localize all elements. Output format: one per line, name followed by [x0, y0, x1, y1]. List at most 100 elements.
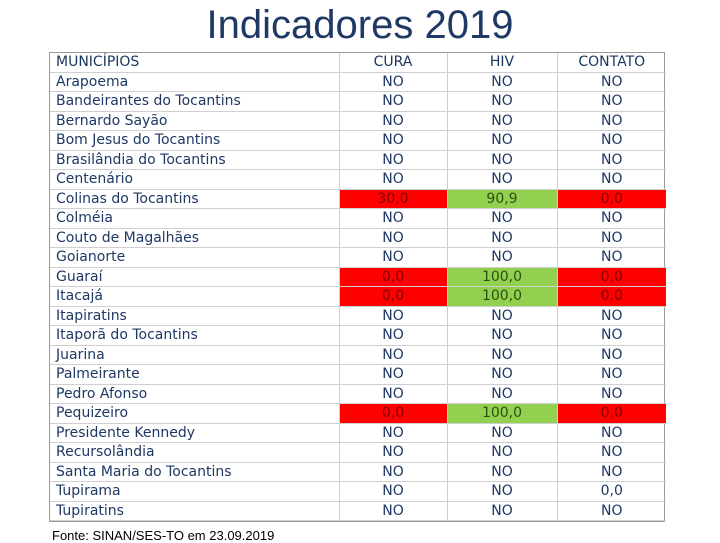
header-municipios: MUNICÍPIOS	[50, 53, 340, 73]
cell-hiv: NO	[447, 364, 558, 385]
cell-hiv: NO	[447, 345, 558, 365]
cell-municipio: Arapoema	[50, 72, 340, 92]
indicators-table: MUNICÍPIOS CURA HIV CONTATO Arapoema NO NO…	[49, 52, 666, 522]
cell-cura: NO	[339, 169, 448, 190]
cell-contato: 0,0	[557, 189, 666, 209]
cell-cura: NO	[339, 501, 448, 521]
cell-municipio: Guaraí	[50, 267, 340, 287]
cell-hiv: NO	[447, 150, 558, 170]
cell-contato: NO	[557, 306, 666, 326]
table-row: Colméia NO NO NO	[50, 208, 666, 229]
cell-hiv: NO	[447, 228, 558, 248]
cell-hiv: NO	[447, 384, 558, 404]
table-row: Pedro Afonso NO NO NO	[50, 384, 666, 404]
cell-contato: NO	[557, 130, 666, 151]
table-body: Arapoema NO NO NO Bandeirantes do Tocantins N…	[50, 72, 666, 521]
cell-contato: NO	[557, 150, 666, 170]
cell-municipio: Itacajá	[50, 286, 340, 307]
cell-municipio: Juarina	[50, 345, 340, 365]
header-hiv: HIV	[447, 53, 558, 73]
header-cura: CURA	[339, 53, 448, 73]
table-row: Itapiratins NO NO NO	[50, 306, 666, 326]
cell-hiv: 90,9	[447, 189, 558, 209]
cell-cura: NO	[339, 462, 448, 482]
table-row: Palmeirante NO NO NO	[50, 364, 666, 385]
table-row: Tupiratins NO NO NO	[50, 501, 666, 521]
cell-contato: 0,0	[557, 403, 666, 424]
cell-hiv: NO	[447, 306, 558, 326]
cell-hiv: NO	[447, 169, 558, 190]
source-note: Fonte: SINAN/SES-TO em 23.09.2019	[52, 528, 275, 543]
header-contato: CONTATO	[557, 53, 666, 73]
table-row: Guaraí 0,0 100,0 0,0	[50, 267, 666, 287]
cell-contato: NO	[557, 247, 666, 268]
table-row: Juarina NO NO NO	[50, 345, 666, 365]
table-row: Santa Maria do Tocantins NO NO NO	[50, 462, 666, 482]
page-title: Indicadores 2019	[206, 3, 514, 47]
table-row: Centenário NO NO NO	[50, 169, 666, 190]
cell-municipio: Bandeirantes do Tocantins	[50, 91, 340, 112]
table-row: Recursolândia NO NO NO	[50, 442, 666, 463]
cell-municipio: Brasilândia do Tocantins	[50, 150, 340, 170]
table-row: Couto de Magalhães NO NO NO	[50, 228, 666, 248]
cell-hiv: NO	[447, 501, 558, 521]
cell-municipio: Colméia	[50, 208, 340, 229]
cell-cura: NO	[339, 228, 448, 248]
cell-contato: NO	[557, 364, 666, 385]
cell-contato: NO	[557, 423, 666, 443]
cell-contato: 0,0	[557, 286, 666, 307]
cell-contato: NO	[557, 111, 666, 131]
table-row: Brasilândia do Tocantins NO NO NO	[50, 150, 666, 170]
cell-municipio: Pequizeiro	[50, 403, 340, 424]
cell-municipio: Palmeirante	[50, 364, 340, 385]
cell-contato: NO	[557, 169, 666, 190]
table-row: Tupirama NO NO 0,0	[50, 481, 666, 502]
cell-municipio: Colinas do Tocantins	[50, 189, 340, 209]
cell-cura: NO	[339, 91, 448, 112]
cell-contato: NO	[557, 228, 666, 248]
cell-hiv: NO	[447, 208, 558, 229]
cell-municipio: Santa Maria do Tocantins	[50, 462, 340, 482]
cell-hiv: NO	[447, 130, 558, 151]
cell-hiv: NO	[447, 91, 558, 112]
cell-cura: NO	[339, 423, 448, 443]
cell-cura: NO	[339, 364, 448, 385]
table-row: Colinas do Tocantins 30,0 90,9 0,0	[50, 189, 666, 209]
table-row: Bandeirantes do Tocantins NO NO NO	[50, 91, 666, 112]
cell-contato: NO	[557, 345, 666, 365]
cell-municipio: Bom Jesus do Tocantins	[50, 130, 340, 151]
cell-contato: NO	[557, 501, 666, 521]
cell-cura: NO	[339, 247, 448, 268]
cell-cura: NO	[339, 72, 448, 92]
cell-municipio: Tupirama	[50, 481, 340, 502]
cell-hiv: NO	[447, 247, 558, 268]
table-row: Pequizeiro 0,0 100,0 0,0	[50, 403, 666, 424]
cell-cura: NO	[339, 442, 448, 463]
cell-contato: NO	[557, 208, 666, 229]
cell-hiv: NO	[447, 72, 558, 92]
cell-hiv: NO	[447, 111, 558, 131]
table-header-row: MUNICÍPIOS CURA HIV CONTATO	[50, 53, 666, 73]
cell-hiv: 100,0	[447, 286, 558, 307]
cell-contato: NO	[557, 462, 666, 482]
cell-cura: 30,0	[339, 189, 448, 209]
table-row: Goianorte NO NO NO	[50, 247, 666, 268]
cell-contato: 0,0	[557, 481, 666, 502]
cell-cura: NO	[339, 111, 448, 131]
cell-contato: NO	[557, 325, 666, 346]
cell-contato: 0,0	[557, 267, 666, 287]
cell-cura: NO	[339, 306, 448, 326]
cell-hiv: NO	[447, 423, 558, 443]
cell-cura: NO	[339, 481, 448, 502]
cell-cura: NO	[339, 130, 448, 151]
table-row: Presidente Kennedy NO NO NO	[50, 423, 666, 443]
cell-municipio: Goianorte	[50, 247, 340, 268]
cell-hiv: NO	[447, 325, 558, 346]
cell-hiv: 100,0	[447, 267, 558, 287]
cell-cura: NO	[339, 208, 448, 229]
cell-municipio: Itapiratins	[50, 306, 340, 326]
cell-municipio: Pedro Afonso	[50, 384, 340, 404]
table-row: Itacajá 0,0 100,0 0,0	[50, 286, 666, 307]
cell-municipio: Couto de Magalhães	[50, 228, 340, 248]
cell-contato: NO	[557, 384, 666, 404]
